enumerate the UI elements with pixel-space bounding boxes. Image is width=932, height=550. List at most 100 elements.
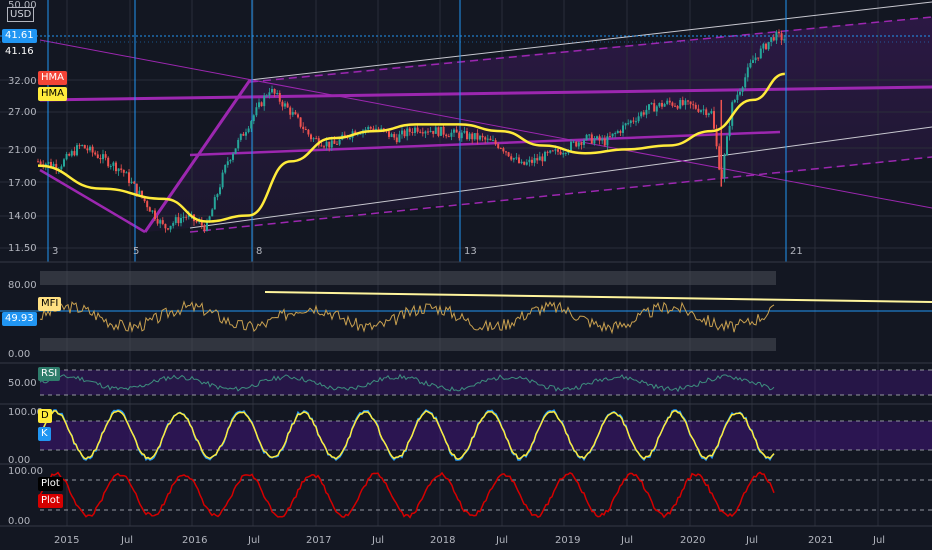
legend-rsi: RSI <box>38 367 61 381</box>
candle-body <box>372 128 375 131</box>
mfi-pane <box>0 271 932 351</box>
mfi-upper-band <box>40 271 776 285</box>
candle-body <box>492 140 494 142</box>
candle-body <box>707 113 710 115</box>
candle-body <box>640 112 643 117</box>
candle-body <box>216 194 219 198</box>
candle-body <box>232 153 234 160</box>
candle-body <box>70 151 73 156</box>
candle-body <box>156 219 159 224</box>
candle-body <box>213 197 216 210</box>
candle-body <box>440 126 442 136</box>
candle-body <box>55 163 58 170</box>
candle-body <box>310 134 312 140</box>
candle-body <box>388 131 390 137</box>
candle-body <box>778 31 780 34</box>
candle-body <box>570 141 572 151</box>
candle-body <box>770 37 773 42</box>
candle-body <box>557 149 559 152</box>
candle-body <box>674 105 676 107</box>
candle-body <box>710 111 713 114</box>
candle-body <box>333 140 336 144</box>
candle-body <box>663 104 666 107</box>
candle-body <box>666 100 669 105</box>
candle-body <box>765 43 767 50</box>
candle-body <box>437 127 440 136</box>
axis-text: 50.0032.0027.0021.0017.0014.0011.5080.00… <box>8 0 885 546</box>
time-tick: Jul <box>495 535 508 546</box>
candle-body <box>208 216 211 222</box>
candle-body <box>759 48 762 59</box>
candle-body <box>265 95 268 97</box>
mfi-tick: 80.00 <box>8 280 37 291</box>
mfi-trendline <box>264 291 932 303</box>
candle-body <box>681 100 684 105</box>
candle-body <box>655 106 658 112</box>
candle-body <box>411 131 414 133</box>
candle-body <box>284 103 286 107</box>
time-tick: Jul <box>745 535 758 546</box>
candle-body <box>479 135 481 140</box>
candle-body <box>676 105 679 109</box>
wave-label: 21 <box>790 246 803 257</box>
candle-body <box>367 127 370 130</box>
candle-body <box>728 125 731 137</box>
candle-body <box>151 210 154 212</box>
candle-body <box>117 168 120 172</box>
candle-body <box>580 142 583 145</box>
candle-body <box>263 95 266 107</box>
wave-label: 8 <box>256 246 262 257</box>
candle-body <box>736 94 739 100</box>
candle-body <box>632 120 635 122</box>
candle-body <box>583 140 585 145</box>
candle-body <box>328 141 331 148</box>
candle-body <box>161 220 164 224</box>
candle-body <box>562 153 565 155</box>
candle-body <box>224 164 227 173</box>
candle-body <box>120 168 123 170</box>
candle-body <box>702 109 705 111</box>
candle-body <box>320 145 323 147</box>
candle-body <box>159 220 162 224</box>
candle-body <box>616 130 619 134</box>
candle-body <box>518 157 520 164</box>
candle-body <box>380 128 383 130</box>
fib-time-lines <box>47 0 787 262</box>
candle-body <box>169 225 172 230</box>
candle-body <box>177 217 180 224</box>
candle-body <box>229 159 232 162</box>
candle-body <box>237 139 240 149</box>
candle-body <box>757 57 760 59</box>
candle-body <box>510 156 513 160</box>
candle-body <box>627 123 630 125</box>
candle-body <box>424 131 427 134</box>
candle-body <box>754 57 757 61</box>
candle-body <box>466 131 468 140</box>
candle-body <box>289 107 292 115</box>
candle-body <box>185 216 188 218</box>
candle-body <box>692 104 695 106</box>
wave-label: 3 <box>52 246 58 257</box>
candle-body <box>536 158 539 161</box>
candle-body <box>414 127 416 133</box>
candle-body <box>312 138 315 140</box>
candle-body <box>463 131 466 133</box>
candle-body <box>96 154 99 159</box>
candle-body <box>143 197 146 202</box>
candle-body <box>694 104 697 109</box>
candle-body <box>434 127 437 134</box>
candle-body <box>419 131 422 133</box>
candle-body <box>291 112 294 115</box>
candle-body <box>50 161 52 167</box>
candle-body <box>559 151 562 155</box>
candle-body <box>525 162 528 165</box>
candle-body <box>182 216 185 218</box>
rsi-pane <box>39 369 932 396</box>
legend-d: D <box>38 409 52 423</box>
candle-body <box>76 145 78 156</box>
candle-body <box>746 67 749 78</box>
candle-body <box>687 100 689 102</box>
wave-labels: 3 5 8 13 21 <box>52 246 803 257</box>
